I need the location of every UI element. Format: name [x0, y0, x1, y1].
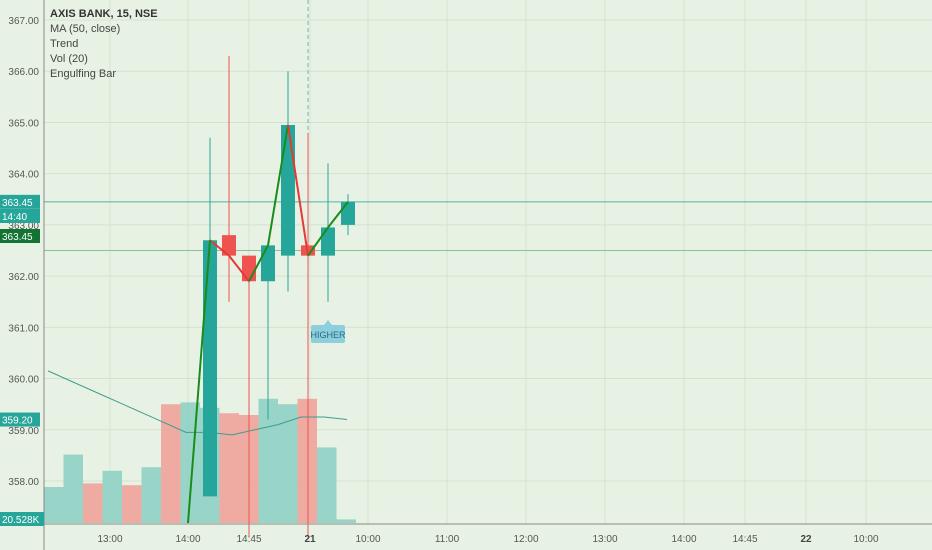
- x-tick-label: 21: [304, 534, 316, 545]
- y-tick-label: 364.00: [8, 170, 39, 181]
- volume-bar: [161, 404, 181, 523]
- y-tick-label: 360.00: [8, 375, 39, 386]
- x-tick-label: 11:00: [435, 534, 460, 545]
- x-tick-label: 14:45: [732, 534, 757, 545]
- price-tag-label: 363.45: [2, 198, 33, 209]
- trend-segment: [248, 244, 269, 282]
- candle-body: [222, 235, 236, 256]
- candle-body: [203, 240, 217, 497]
- y-tick-label: 361.00: [8, 323, 39, 334]
- legend-symbol[interactable]: AXIS BANK, 15, NSE: [50, 8, 158, 20]
- x-tick-label: 22: [800, 534, 812, 545]
- y-tick-label: 366.00: [8, 67, 39, 78]
- trend-line: [187, 124, 349, 524]
- volume-bar: [317, 447, 337, 523]
- price-tag-label: 14:40: [2, 212, 27, 223]
- volume-bar: [219, 413, 239, 523]
- ma-line: [47, 370, 348, 436]
- candle-body: [242, 255, 256, 282]
- trend-segment: [287, 124, 309, 256]
- trend-segment: [209, 239, 230, 257]
- volume-bar: [297, 398, 317, 523]
- y-tick-label: 358.00: [8, 477, 39, 488]
- volume-bar: [336, 519, 356, 523]
- price-tag-label: 20.528K: [2, 515, 40, 526]
- candles: [203, 55, 355, 538]
- price-tag: [0, 512, 44, 526]
- volume-bar: [63, 454, 83, 523]
- trend-segment: [228, 255, 250, 282]
- annotations: HIGHER: [310, 320, 346, 343]
- x-tick-label: 14:00: [175, 534, 200, 545]
- x-tick-label: 10:00: [355, 534, 380, 545]
- y-tick-label: 363.00: [8, 221, 39, 232]
- volume-bar: [278, 404, 298, 523]
- price-tags: 363.45 14:40 363.45 359.20 20.528K: [0, 194, 44, 526]
- x-tick-label: 13:00: [592, 534, 617, 545]
- legend-indicator-trend[interactable]: Trend: [50, 38, 79, 50]
- chart-legend: AXIS BANK, 15, NSE MA (50, close) Trend …: [50, 7, 158, 82]
- x-tick-label: 13:00: [97, 534, 122, 545]
- volume-bar: [44, 487, 64, 523]
- legend-indicator-ma[interactable]: MA (50, close): [50, 23, 121, 35]
- legend-indicator-volume[interactable]: Vol (20): [50, 53, 88, 65]
- x-tick-label: 10:00: [853, 534, 878, 545]
- annotation-pointer: [324, 320, 332, 325]
- price-tag-label: 363.45: [2, 232, 33, 243]
- price-lines: [44, 0, 932, 251]
- price-tag-label: 359.20: [2, 416, 33, 427]
- trend-segment: [307, 226, 329, 257]
- price-tag: [0, 229, 40, 243]
- legend-indicator-engulfing[interactable]: Engulfing Bar: [50, 68, 117, 80]
- trend-segment: [327, 201, 349, 229]
- y-tick-label: 362.00: [8, 272, 39, 283]
- annotation-label: HIGHER: [310, 330, 346, 340]
- moving-average: [47, 370, 348, 436]
- x-tick-label: 12:00: [513, 534, 538, 545]
- price-tag: [0, 209, 40, 223]
- y-tick-label: 367.00: [8, 16, 39, 27]
- trend-segment: [187, 240, 211, 524]
- y-tick-label: 359.00: [8, 426, 39, 437]
- price-tag: [0, 194, 40, 209]
- x-tick-label: 14:45: [236, 534, 261, 545]
- candle-body: [261, 245, 275, 282]
- volume-bar: [258, 398, 278, 523]
- price-tag: [0, 412, 40, 427]
- axes: 367.00 366.00 365.00 364.00 363.00 362.00 361.…: [8, 0, 932, 550]
- x-tick-label: 14:00: [671, 534, 696, 545]
- candle-body: [341, 201, 355, 225]
- candle-body: [321, 227, 335, 256]
- annotation-box: [311, 325, 345, 343]
- trend-segment: [267, 124, 289, 246]
- y-tick-label: 365.00: [8, 118, 39, 129]
- volume-bar: [141, 467, 161, 523]
- volume-bar: [122, 485, 142, 523]
- volume-bar: [102, 470, 122, 523]
- candle-body: [281, 125, 295, 256]
- volume-bar: [83, 483, 103, 523]
